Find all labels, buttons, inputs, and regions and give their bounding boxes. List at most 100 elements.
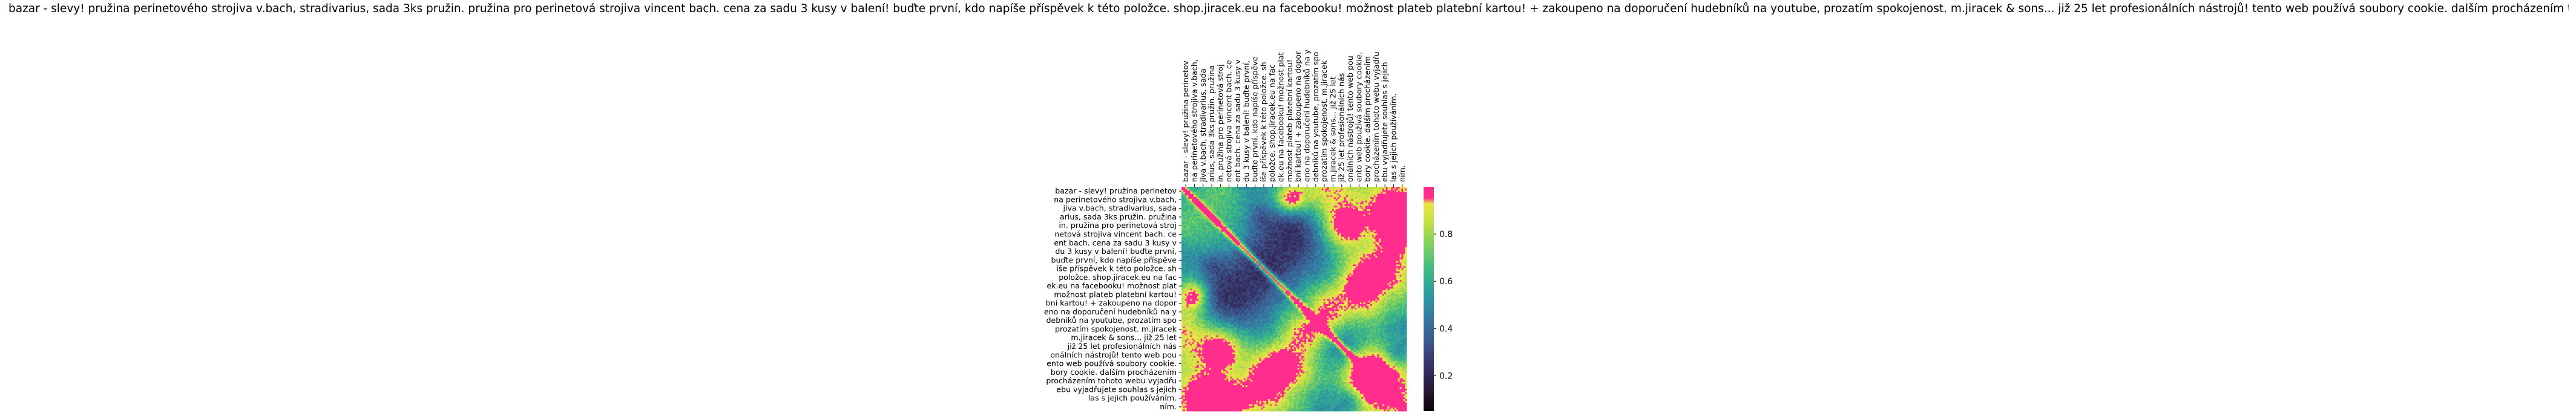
heatmap-cell bbox=[1356, 197, 1359, 200]
heatmap-cell bbox=[1318, 207, 1321, 210]
heatmap-cell bbox=[1252, 232, 1255, 234]
heatmap-cell bbox=[1387, 216, 1390, 218]
heatmap-cell bbox=[1266, 250, 1269, 253]
heatmap-cell bbox=[1237, 202, 1239, 204]
heatmap-cell bbox=[1389, 214, 1392, 216]
heatmap-cell bbox=[1394, 236, 1397, 239]
heatmap-cell bbox=[1269, 209, 1272, 212]
heatmap-cell bbox=[1276, 210, 1279, 213]
heatmap-cell bbox=[1195, 224, 1198, 227]
heatmap-cell bbox=[1367, 232, 1369, 234]
heatmap-cell bbox=[1387, 236, 1390, 239]
heatmap-cell bbox=[1332, 221, 1335, 224]
heatmap-cell bbox=[1401, 202, 1404, 204]
heatmap-cell bbox=[1346, 242, 1349, 244]
heatmap-cell bbox=[1209, 206, 1212, 208]
heatmap-cell bbox=[1381, 188, 1383, 191]
heatmap-cell bbox=[1202, 198, 1204, 201]
heatmap-cell bbox=[1249, 226, 1251, 229]
heatmap-cell bbox=[1385, 250, 1388, 253]
heatmap-cell bbox=[1242, 218, 1244, 220]
heatmap-cell bbox=[1209, 193, 1212, 196]
heatmap-cell bbox=[1273, 242, 1275, 244]
heatmap-cell bbox=[1398, 206, 1400, 208]
heatmap-cell bbox=[1181, 200, 1184, 203]
heatmap-cell bbox=[1359, 245, 1362, 248]
heatmap-cell bbox=[1247, 187, 1249, 189]
heatmap-cell bbox=[1363, 247, 1365, 250]
heatmap-cell bbox=[1373, 214, 1376, 216]
heatmap-cell bbox=[1325, 233, 1327, 236]
heatmap-cell bbox=[1306, 193, 1309, 196]
heatmap-cell bbox=[1309, 245, 1312, 248]
heatmap-cell bbox=[1405, 236, 1407, 239]
heatmap-cell bbox=[1188, 226, 1191, 229]
heatmap-cell bbox=[1223, 222, 1225, 226]
heatmap-cell bbox=[1254, 204, 1257, 206]
heatmap-cell bbox=[1289, 207, 1291, 210]
heatmap-cell bbox=[1344, 250, 1347, 253]
heatmap-cell bbox=[1356, 207, 1359, 210]
heatmap-cell bbox=[1268, 204, 1270, 206]
heatmap-cell bbox=[1313, 240, 1315, 242]
heatmap-cell bbox=[1356, 187, 1359, 189]
heatmap-cell bbox=[1329, 247, 1331, 250]
heatmap-cell bbox=[1269, 221, 1272, 224]
heatmap-cell bbox=[1247, 244, 1249, 246]
heatmap-cell bbox=[1214, 236, 1217, 239]
heatmap-cell bbox=[1377, 244, 1379, 246]
heatmap-cell bbox=[1372, 224, 1375, 227]
heatmap-cell bbox=[1361, 195, 1364, 198]
heatmap-cell bbox=[1287, 240, 1289, 242]
heatmap-cell bbox=[1280, 233, 1283, 236]
heatmap-cell bbox=[1367, 230, 1369, 232]
heatmap-cell bbox=[1401, 244, 1404, 246]
heatmap-cell bbox=[1381, 187, 1383, 189]
heatmap-cell bbox=[1233, 233, 1236, 236]
heatmap-cell bbox=[1391, 240, 1393, 242]
heatmap-cell bbox=[1385, 221, 1388, 224]
heatmap-cell bbox=[1266, 252, 1269, 255]
heatmap-cell bbox=[1368, 187, 1371, 189]
heatmap-cell bbox=[1295, 197, 1298, 200]
heatmap-cell bbox=[1335, 219, 1338, 222]
heatmap-cell bbox=[1356, 232, 1359, 234]
heatmap-cell bbox=[1216, 242, 1218, 244]
heatmap-cell bbox=[1344, 242, 1347, 244]
heatmap-cell bbox=[1184, 242, 1187, 244]
heatmap-cell bbox=[1254, 228, 1257, 230]
heatmap-cell bbox=[1183, 207, 1186, 210]
heatmap-cell bbox=[1363, 204, 1365, 206]
heatmap-cell bbox=[1231, 193, 1234, 196]
heatmap-cell bbox=[1202, 202, 1204, 204]
heatmap-cell bbox=[1363, 198, 1365, 201]
heatmap-cell bbox=[1223, 198, 1225, 201]
heatmap-cell bbox=[1349, 250, 1352, 253]
heatmap-cell bbox=[1301, 248, 1303, 251]
heatmap-cell bbox=[1188, 187, 1191, 189]
heatmap-cell bbox=[1379, 244, 1381, 246]
heatmap-cell bbox=[1184, 216, 1187, 218]
heatmap-cell bbox=[1321, 228, 1324, 230]
heatmap-cell bbox=[1231, 238, 1234, 241]
heatmap-cell bbox=[1283, 200, 1286, 203]
heatmap-cell bbox=[1297, 214, 1300, 216]
heatmap-cell bbox=[1202, 200, 1204, 203]
heatmap-cell bbox=[1192, 247, 1194, 250]
heatmap-cell bbox=[1316, 242, 1319, 244]
heatmap-cell bbox=[1370, 247, 1373, 250]
heatmap-cell bbox=[1194, 224, 1196, 227]
heatmap-cell bbox=[1261, 236, 1263, 239]
heatmap-cell bbox=[1278, 236, 1281, 239]
heatmap-cell bbox=[1311, 198, 1313, 201]
heatmap-cell bbox=[1289, 235, 1291, 238]
heatmap-cell bbox=[1230, 190, 1232, 192]
heatmap-cell bbox=[1244, 202, 1246, 204]
heatmap-cell bbox=[1327, 250, 1329, 253]
heatmap-cell bbox=[1226, 218, 1229, 220]
heatmap-cell bbox=[1194, 242, 1196, 244]
heatmap-cell bbox=[1330, 212, 1333, 215]
heatmap-cell bbox=[1297, 188, 1300, 191]
heatmap-cell bbox=[1367, 207, 1369, 210]
heatmap-cell bbox=[1356, 214, 1359, 216]
